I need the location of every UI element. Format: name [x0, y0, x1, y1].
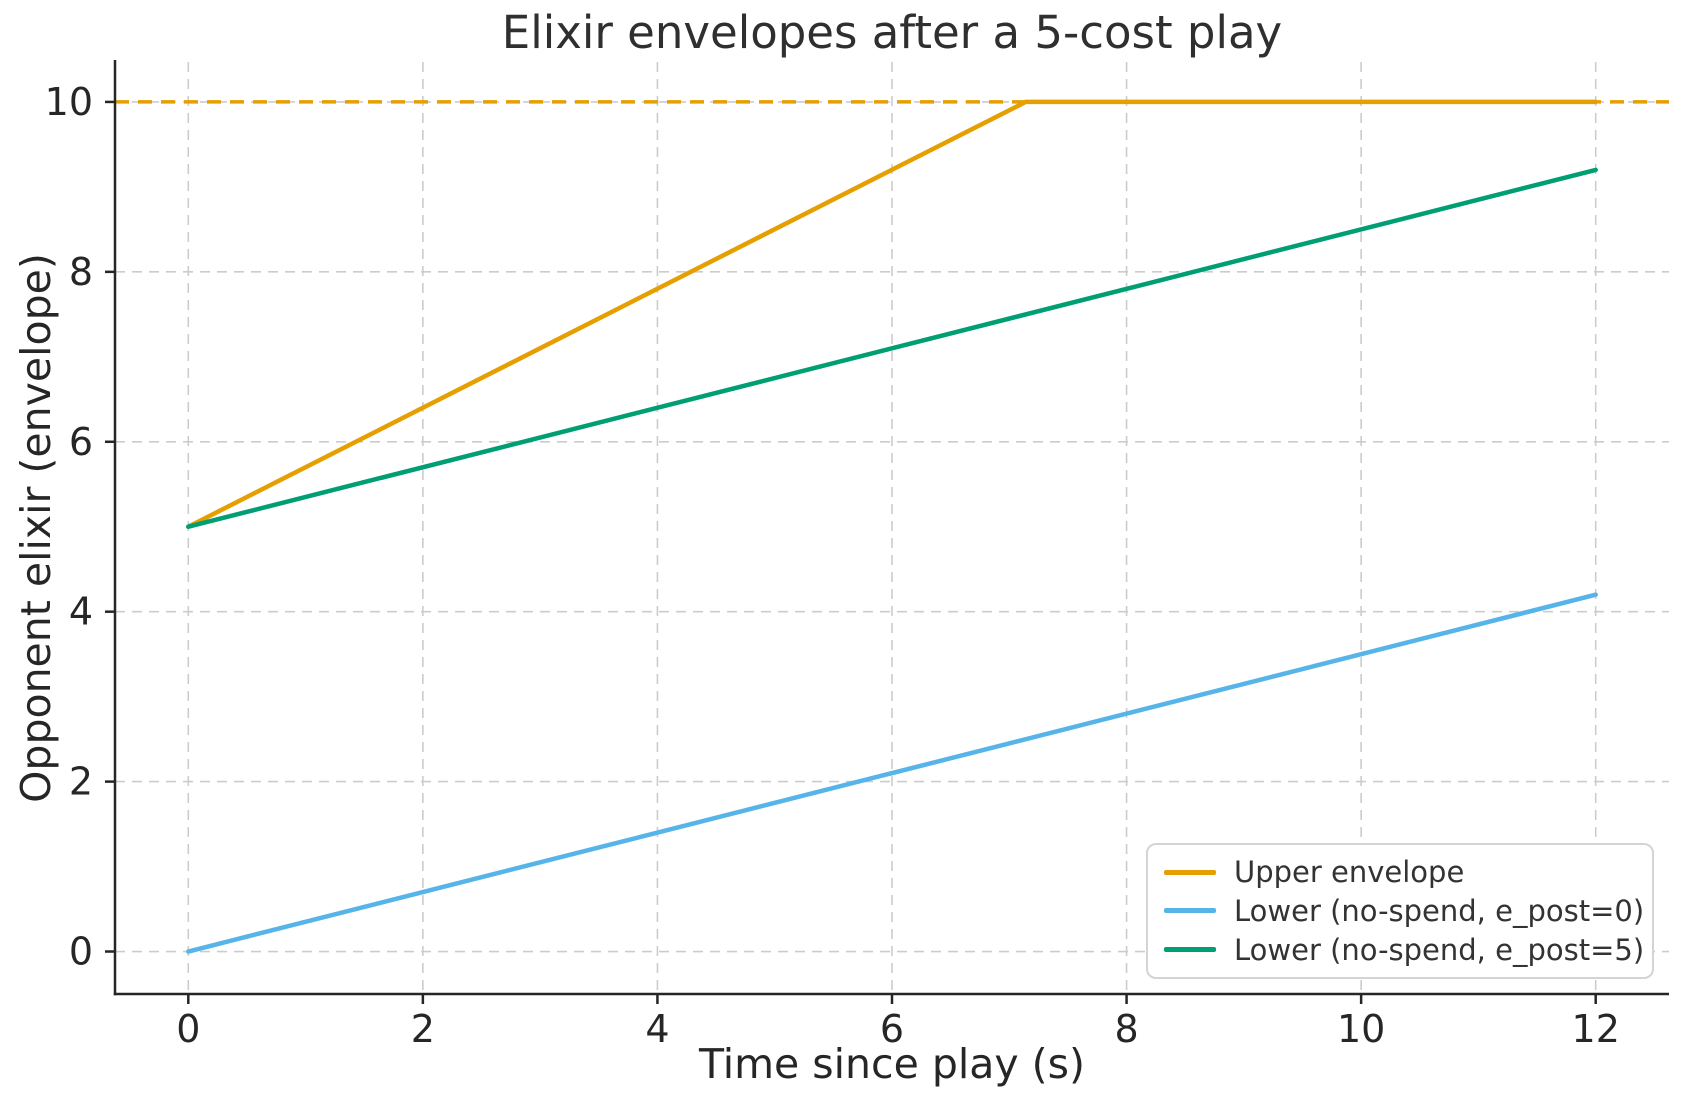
y-tick-label: 6: [69, 420, 93, 464]
legend-label: Upper envelope: [1234, 855, 1465, 890]
legend-item-lower-epost5: Lower (no-spend, e_post=5): [1164, 933, 1644, 967]
legend-swatch-upper-envelope: [1164, 869, 1216, 875]
x-tick-label: 8: [1114, 1007, 1138, 1051]
y-tick-label: 0: [69, 930, 93, 974]
x-tick-label: 0: [176, 1007, 200, 1051]
x-tick-label: 6: [880, 1007, 904, 1051]
y-tick-label: 8: [69, 250, 93, 294]
legend: Upper envelope Lower (no-spend, e_post=0…: [1146, 843, 1654, 979]
legend-label: Lower (no-spend, e_post=5): [1234, 932, 1645, 967]
y-tick-label: 2: [69, 760, 93, 804]
x-tick-label: 10: [1337, 1007, 1385, 1051]
legend-label: Lower (no-spend, e_post=0): [1234, 893, 1645, 928]
legend-item-upper-envelope: Upper envelope: [1164, 855, 1636, 889]
chart-title: Elixir envelopes after a 5-cost play: [501, 6, 1283, 59]
series-line-1: [186, 592, 1598, 954]
x-tick-label: 12: [1572, 1007, 1620, 1051]
legend-swatch-lower-epost0: [1164, 908, 1216, 914]
x-axis-label: Time since play (s): [698, 1040, 1086, 1088]
y-tick-label: 4: [69, 590, 93, 634]
x-tick-label: 4: [645, 1007, 669, 1051]
x-tick-label: 2: [411, 1007, 435, 1051]
series-line-0: [186, 99, 1598, 529]
series-line-2: [186, 167, 1598, 529]
legend-item-lower-epost0: Lower (no-spend, e_post=0): [1164, 894, 1644, 928]
legend-swatch-lower-epost5: [1164, 947, 1216, 953]
y-tick-label: 10: [45, 80, 93, 124]
